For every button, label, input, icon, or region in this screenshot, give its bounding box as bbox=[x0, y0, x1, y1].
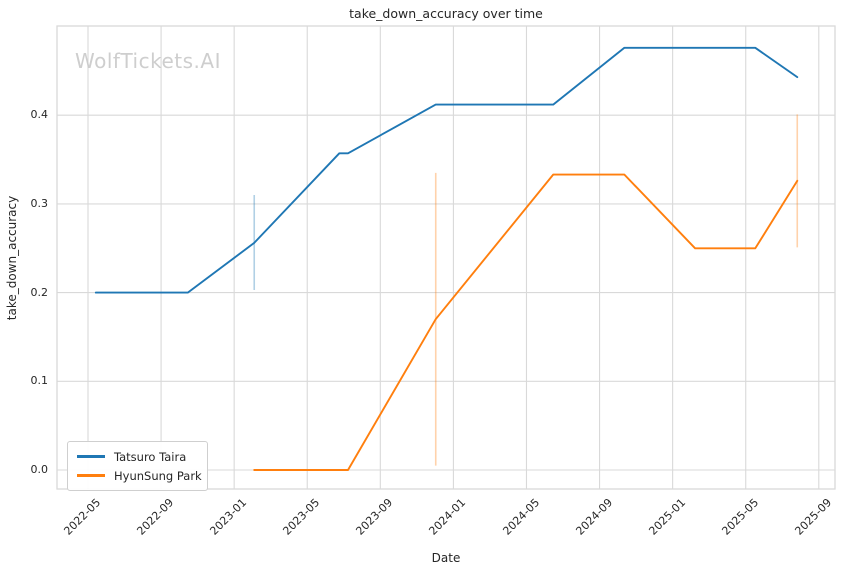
series-line-tatsuro-taira bbox=[94, 46, 799, 294]
y-tick-label-0.0: 0.0 bbox=[30, 463, 49, 476]
legend-label: HyunSung Park bbox=[114, 468, 202, 483]
watermark: WolfTickets.AI bbox=[75, 49, 221, 73]
series-line-hyunsung-park bbox=[253, 173, 799, 471]
legend-line-swatch-orange bbox=[77, 474, 105, 477]
legend-item-tatsuro-taira: Tatsuro Taira bbox=[77, 447, 198, 466]
legend: Tatsuro Taira HyunSung Park bbox=[67, 441, 208, 491]
y-tick-label-0.4: 0.4 bbox=[30, 108, 49, 122]
legend-line-swatch-blue bbox=[77, 455, 105, 458]
x-axis-label: Date bbox=[431, 551, 461, 565]
y-tick-label-0.2: 0.2 bbox=[30, 285, 49, 299]
y-axis-label: take_down_accuracy bbox=[5, 195, 19, 321]
legend-item-hyunsung-park: HyunSung Park bbox=[77, 466, 202, 485]
y-tick-label-0.1: 0.1 bbox=[30, 374, 49, 388]
chart-title: take_down_accuracy over time bbox=[349, 6, 543, 21]
plot-border bbox=[56, 25, 836, 490]
y-tick-label-0.3: 0.3 bbox=[30, 196, 49, 210]
legend-label: Tatsuro Taira bbox=[114, 449, 187, 464]
